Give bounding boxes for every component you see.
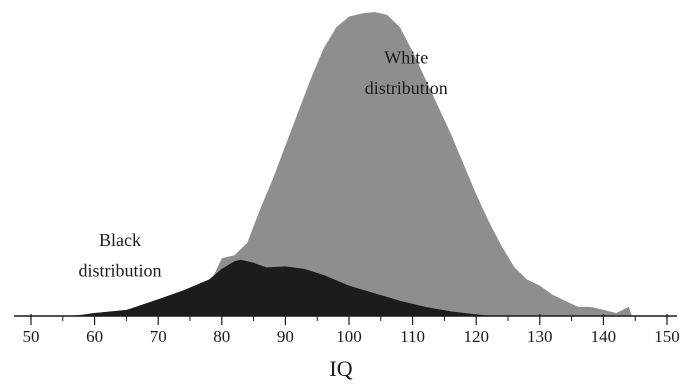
x-tick-label: 110: [400, 327, 425, 346]
x-axis-title: IQ: [329, 356, 352, 381]
series-area-black-distribution: [75, 259, 496, 316]
x-tick-label: 60: [86, 327, 103, 346]
annotation-label: distribution: [365, 78, 448, 98]
series-area-white-distribution: [69, 12, 632, 316]
annotation-label: distribution: [79, 260, 162, 280]
x-tick-label: 90: [277, 327, 294, 346]
series-layer: [69, 12, 632, 316]
annotation-label: Black: [99, 230, 141, 250]
x-ticks: 50 60 70 80 90 100 110 120 130 140 150: [23, 314, 680, 346]
annotations: White distribution Black distribution: [79, 48, 448, 281]
x-tick-label: 150: [654, 327, 680, 346]
x-tick-label: 120: [463, 327, 489, 346]
x-tick-label: 50: [23, 327, 40, 346]
x-tick-label: 100: [336, 327, 362, 346]
annotation-label: White: [384, 48, 428, 68]
x-tick-label: 130: [527, 327, 553, 346]
x-tick-label: 80: [213, 327, 230, 346]
x-tick-label: 140: [591, 327, 617, 346]
x-tick-label: 70: [150, 327, 167, 346]
